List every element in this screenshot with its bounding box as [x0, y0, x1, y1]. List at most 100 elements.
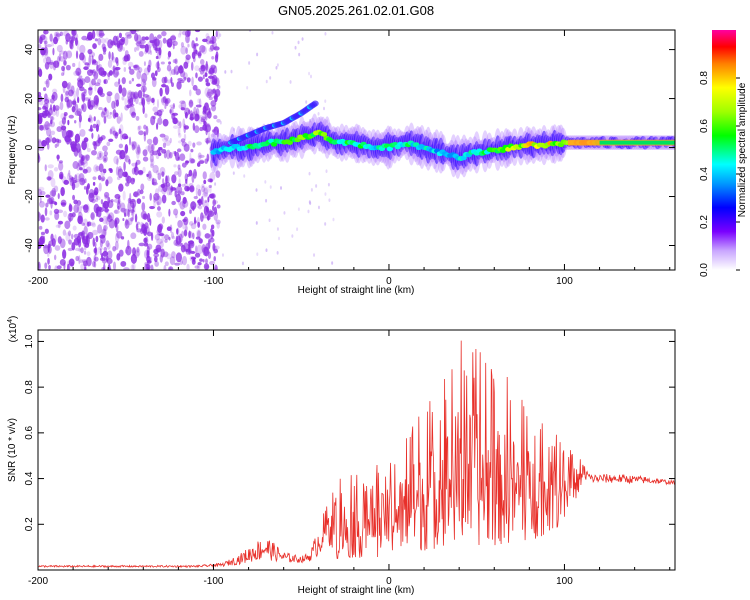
- noise-speck: [128, 66, 132, 70]
- noise-speck: [194, 125, 200, 134]
- colorbar-label: Normalized spectral amplitude: [737, 82, 748, 217]
- noise-speck: [203, 186, 210, 195]
- noise-speck: [114, 66, 121, 71]
- noise-speck: [142, 105, 145, 114]
- noise-speck: [142, 166, 146, 174]
- noise-speck: [133, 63, 139, 69]
- noise-speck: [160, 183, 166, 188]
- noise-speck: [168, 266, 174, 270]
- noise-speck: [175, 185, 183, 194]
- noise-speck: [167, 50, 172, 58]
- noise-speck: [81, 140, 87, 151]
- noise-speck: [195, 72, 198, 79]
- noise-speck: [166, 38, 173, 48]
- noise-speck: [81, 104, 85, 110]
- noise-speck: [154, 256, 158, 263]
- noise-speck: [127, 197, 132, 204]
- noise-speck: [91, 198, 96, 204]
- noise-speck: [97, 224, 103, 234]
- noise-speck: [191, 51, 196, 60]
- noise-speck: [92, 123, 97, 129]
- noise-speck: [83, 137, 89, 143]
- spectrogram-ytick-label: 40: [24, 44, 35, 56]
- noise-speck: [172, 59, 177, 64]
- noise-speck: [65, 232, 71, 242]
- noise-speck: [75, 247, 81, 252]
- noise-speck: [269, 76, 272, 80]
- noise-speck: [101, 43, 106, 50]
- noise-speck: [124, 249, 128, 254]
- noise-speck: [124, 219, 130, 229]
- noise-speck: [56, 154, 60, 162]
- noise-speck: [120, 112, 123, 122]
- noise-speck: [57, 192, 60, 200]
- noise-speck: [98, 163, 104, 173]
- noise-speck: [122, 55, 129, 62]
- noise-speck: [126, 95, 130, 102]
- noise-speck: [174, 58, 178, 65]
- spectrogram-xtick-label: -100: [203, 276, 223, 287]
- noise-speck: [186, 263, 190, 270]
- noise-speck: [93, 247, 100, 256]
- noise-speck: [97, 87, 103, 94]
- noise-speck: [51, 238, 56, 247]
- noise-speck: [93, 164, 99, 173]
- noise-speck: [101, 256, 107, 264]
- noise-speck: [53, 60, 60, 69]
- noise-speck: [96, 64, 101, 71]
- noise-speck: [155, 244, 162, 253]
- noise-speck: [132, 247, 136, 256]
- noise-speck: [135, 41, 142, 47]
- noise-speck: [271, 30, 274, 35]
- noise-speck: [276, 251, 279, 255]
- noise-speck: [105, 216, 110, 226]
- noise-speck: [155, 55, 159, 60]
- noise-speck: [207, 178, 213, 183]
- noise-speck: [317, 205, 320, 210]
- noise-speck: [98, 106, 103, 111]
- snr-ytick-label: 1.0: [24, 334, 35, 348]
- noise-speck: [88, 87, 93, 91]
- noise-speck: [133, 94, 136, 102]
- noise-speck: [47, 257, 50, 265]
- noise-speck: [141, 223, 145, 229]
- noise-speck: [113, 155, 120, 165]
- noise-speck: [328, 198, 331, 202]
- noise-speck: [54, 143, 58, 149]
- noise-speck: [106, 91, 113, 97]
- noise-speck: [136, 70, 142, 80]
- noise-speck: [183, 229, 188, 237]
- noise-speck: [186, 186, 190, 192]
- noise-speck: [92, 43, 97, 49]
- noise-speck: [68, 89, 74, 97]
- noise-speck: [190, 61, 194, 71]
- noise-speck: [89, 100, 96, 108]
- noise-speck: [99, 248, 102, 256]
- noise-speck: [205, 123, 211, 128]
- noise-speck: [81, 155, 88, 165]
- noise-speck: [81, 104, 84, 111]
- noise-speck: [133, 92, 138, 99]
- upper-branch-mark: [311, 100, 319, 107]
- noise-speck: [166, 64, 172, 72]
- noise-speck: [276, 227, 279, 231]
- noise-speck: [86, 251, 91, 257]
- noise-speck: [138, 50, 144, 57]
- noise-speck: [207, 110, 212, 119]
- noise-speck: [323, 106, 326, 111]
- noise-speck: [120, 130, 123, 141]
- noise-speck: [154, 38, 160, 47]
- noise-speck: [308, 171, 311, 176]
- noise-speck: [136, 150, 140, 159]
- noise-speck: [149, 149, 155, 156]
- noise-speck: [119, 154, 123, 160]
- noise-speck: [156, 238, 163, 245]
- noise-speck: [165, 149, 171, 160]
- noise-speck: [125, 245, 132, 256]
- noise-speck: [52, 88, 58, 94]
- noise-speck: [147, 64, 151, 73]
- noise-speck: [111, 100, 116, 110]
- noise-speck: [60, 125, 67, 131]
- noise-speck: [128, 80, 132, 85]
- noise-speck: [73, 233, 80, 239]
